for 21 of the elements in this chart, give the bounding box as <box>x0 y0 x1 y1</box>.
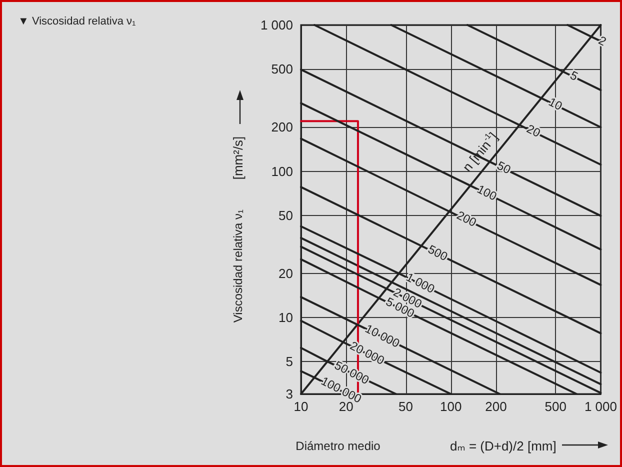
y-tick-label: 500 <box>271 62 293 77</box>
y-tick-label: 10 <box>278 310 293 326</box>
x-tick-label: 500 <box>544 399 566 414</box>
y-tick-label: 1 000 <box>260 18 293 32</box>
y-tick-label: 5 <box>286 354 293 370</box>
y-tick-label: 20 <box>278 266 293 281</box>
text: 2 <box>596 33 609 49</box>
y-axis-title: Viscosidad relativa ν₁ <box>231 209 245 323</box>
x-axis-title: Diámetro medio <box>296 439 381 453</box>
y-tick-label: 100 <box>271 164 293 179</box>
y-tick-label: 200 <box>271 120 293 135</box>
y-tick-label: 3 <box>286 386 293 402</box>
x-tick-label: 50 <box>398 399 413 414</box>
x-tick-label: 100 <box>440 399 462 414</box>
x-tick-label: 20 <box>338 399 354 414</box>
text: [mm²/s] <box>230 136 246 180</box>
y-tick-label: 50 <box>278 208 293 223</box>
text: dₘ = (D+d)/2 [mm] <box>450 438 556 454</box>
x-tick-label: 1 000 <box>584 399 618 414</box>
text: ▼ Viscosidad relativa ν₁ <box>18 16 136 28</box>
x-tick-label: 200 <box>485 399 507 414</box>
